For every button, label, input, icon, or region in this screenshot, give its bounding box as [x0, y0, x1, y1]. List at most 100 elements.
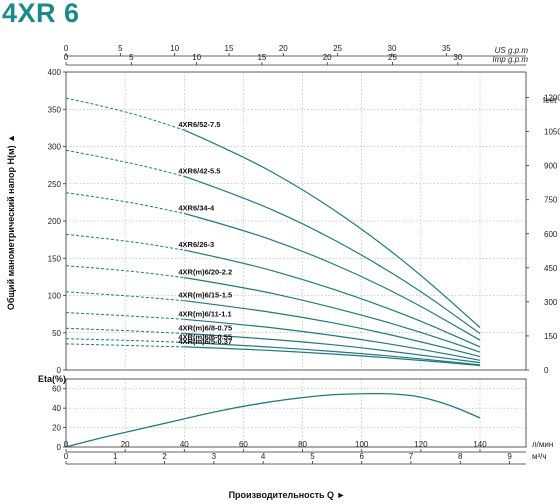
m3h-tick-label: 6 [359, 452, 364, 461]
right-tick-label: 450 [544, 264, 558, 273]
lmin-tick-label: 40 [180, 440, 189, 449]
m3h-tick-label: 5 [310, 452, 315, 461]
top-tick-label: 35 [442, 44, 451, 53]
m3h-tick-label: 4 [261, 452, 266, 461]
left-tick-label: 150 [48, 254, 62, 263]
top-axis-unit: US g.p.m [495, 46, 529, 55]
top-tick-label: 10 [170, 44, 179, 53]
eta-tick-label: 60 [52, 385, 61, 394]
lmin-tick-label: 60 [239, 440, 248, 449]
head-gridlines [66, 72, 526, 370]
lmin-tick-label: 20 [121, 440, 130, 449]
chart-title: 4XR 6 [2, 0, 80, 28]
curve-label: 4XR6/26-3 [178, 240, 214, 249]
head-curve [184, 129, 481, 328]
head-curve [184, 212, 481, 341]
eta-tick-label: 40 [52, 404, 61, 413]
top-tick-label: 5 [129, 53, 134, 62]
top-tick-label: 0 [64, 44, 69, 53]
top-tick-label: 5 [118, 44, 123, 53]
left-tick-label: 250 [48, 180, 62, 189]
right-tick-label: 300 [544, 298, 558, 307]
eta-gridlines [66, 379, 526, 447]
head-curve [184, 175, 481, 334]
left-tick-label: 300 [48, 143, 62, 152]
top-tick-label: 10 [192, 53, 201, 62]
m3h-axis-unit: м³/ч [532, 452, 547, 461]
top-tick-label: 15 [225, 44, 234, 53]
right-tick-label: 600 [544, 230, 558, 239]
curve-label: 4XR(m)6/20-2.2 [178, 268, 232, 277]
m3h-tick-label: 8 [458, 452, 463, 461]
left-tick-label: 100 [48, 292, 62, 301]
head-curve [184, 277, 481, 353]
curve-label: 4XR6/52-7.5 [178, 120, 220, 129]
lmin-tick-label: 0 [64, 440, 69, 449]
left-tick-label: 400 [48, 68, 62, 77]
top-tick-label: 25 [388, 53, 397, 62]
curve-label: 4XR6/34-4 [178, 204, 215, 213]
left-tick-label: 350 [48, 105, 62, 114]
m3h-tick-label: 2 [162, 452, 167, 461]
head-curve-dashed [65, 97, 185, 131]
top-tick-label: 25 [333, 44, 342, 53]
head-curve-dashed [65, 192, 185, 214]
head-curve-dashed [65, 327, 185, 334]
head-curve-dashed [65, 338, 185, 343]
head-curve [184, 318, 481, 361]
head-curve [184, 249, 481, 348]
lmin-tick-label: 140 [473, 440, 487, 449]
right-tick-label: 150 [544, 332, 558, 341]
eta-plot-frame [65, 378, 527, 448]
x-axis-label: Производительность Q ► [229, 490, 346, 500]
m3h-tick-label: 9 [507, 452, 512, 461]
efficiency-curve [65, 392, 481, 448]
top-tick-label: 30 [388, 44, 397, 53]
eta-tick-label: 20 [52, 424, 61, 433]
left-tick-label: 50 [52, 329, 61, 338]
left-tick-label: 0 [57, 366, 62, 375]
head-curve [184, 346, 481, 367]
head-curve-dashed [65, 291, 185, 302]
right-axis-unit: feet [543, 96, 557, 105]
right-tick-label: 1200 [544, 94, 560, 103]
top-tick-label: 20 [323, 53, 332, 62]
head-curves [65, 97, 481, 367]
head-curve-dashed [65, 343, 185, 348]
m3h-tick-label: 7 [409, 452, 414, 461]
lmin-axis-unit: л/мин [532, 440, 553, 449]
top-axis-unit: Imp g.p.m [492, 55, 528, 64]
m3h-tick-label: 0 [64, 452, 69, 461]
curve-label: 4XR(m)6/11-1.1 [178, 309, 231, 318]
head-curve [184, 341, 481, 366]
curve-label: 4XR(m)6/8-0.75 [178, 323, 232, 332]
top-tick-label: 15 [257, 53, 266, 62]
right-tick-label: 0 [544, 366, 549, 375]
m3h-tick-label: 3 [212, 452, 217, 461]
lmin-tick-label: 100 [355, 440, 369, 449]
head-curve-dashed [65, 312, 185, 320]
lmin-tick-label: 80 [298, 440, 307, 449]
head-curve-dashed [65, 265, 185, 279]
head-curve [184, 332, 481, 364]
curve-label: 4XR(m)6/15-1.5 [178, 291, 232, 300]
eta-axis-label: Eta(%) [38, 374, 66, 384]
m3h-tick-label: 1 [113, 452, 118, 461]
lmin-tick-label: 120 [414, 440, 428, 449]
head-curve-dashed [65, 149, 185, 177]
right-tick-label: 900 [544, 162, 558, 171]
curve-label: 4XR6/42-5.5 [178, 166, 220, 175]
eta-tick-label: 0 [57, 443, 62, 452]
y-axis-label: Общий манометрический напор H(м) ▲ [6, 134, 16, 310]
top-tick-label: 30 [453, 53, 462, 62]
head-curve [184, 300, 481, 358]
right-tick-label: 750 [544, 196, 558, 205]
curve-label: 4XR(m)6/6-0.55 [178, 332, 232, 341]
right-tick-label: 1050 [544, 128, 560, 137]
top-tick-label: 0 [64, 53, 69, 62]
curve-label: 4XR(m)6/5-0.37 [178, 337, 232, 346]
top-tick-label: 20 [279, 44, 288, 53]
left-tick-label: 200 [48, 217, 62, 226]
head-curve-dashed [65, 233, 185, 251]
